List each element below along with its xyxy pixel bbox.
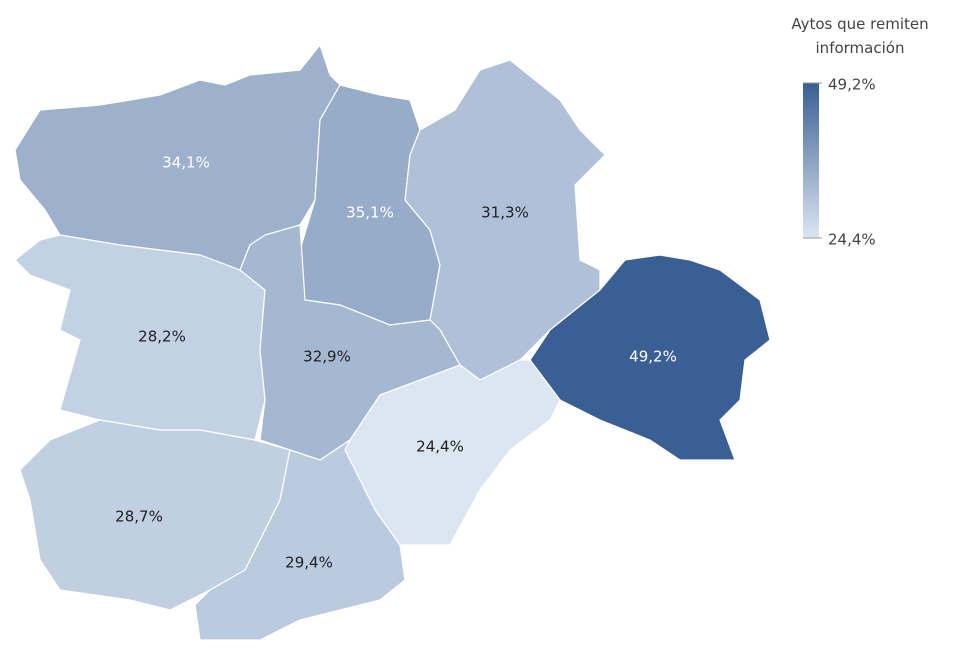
region-label: 49,2% (629, 348, 677, 366)
region-label: 31,3% (481, 204, 529, 222)
legend-gradient (803, 83, 819, 238)
legend-title: Aytos que remiten información (791, 15, 929, 57)
region (194, 438, 406, 641)
region-label: 35,1% (346, 204, 394, 222)
region-label: 28,2% (138, 328, 186, 346)
region-label: 32,9% (303, 348, 351, 366)
region-label: 28,7% (115, 508, 163, 526)
region-label: 24,4% (416, 438, 464, 456)
legend-label: 49,2% (828, 76, 876, 94)
region-label: 34,1% (162, 154, 210, 172)
legend-label: 24,4% (828, 231, 876, 249)
region-label: 29,4% (285, 554, 333, 572)
